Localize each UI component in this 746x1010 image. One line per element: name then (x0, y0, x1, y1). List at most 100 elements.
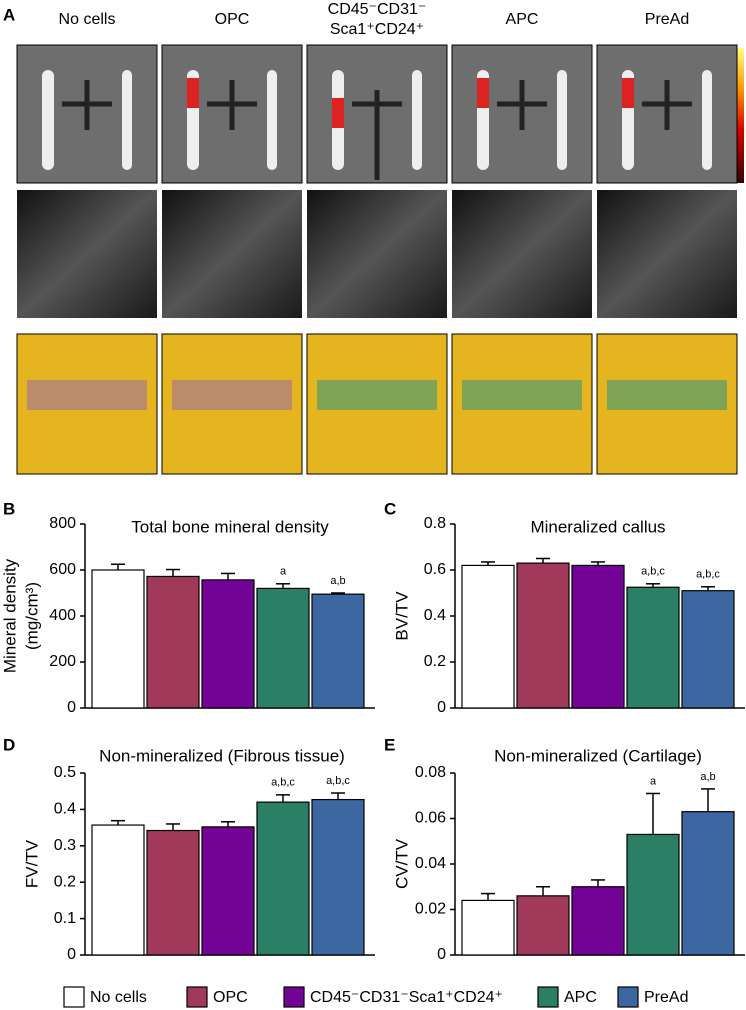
bone (42, 70, 54, 170)
xray-image (307, 190, 447, 318)
bar-label: a (280, 566, 287, 578)
bone (557, 70, 567, 170)
bone (267, 70, 277, 170)
bar (311, 593, 365, 709)
xray-image (17, 190, 157, 318)
bar-label: a,b,c (696, 569, 720, 581)
bone (122, 70, 132, 170)
bar (461, 564, 515, 709)
y-axis-label: CV/TV (392, 838, 411, 889)
legend-label: CD45⁻CD31⁻Sca1⁺CD24⁺ (310, 989, 503, 1006)
bar (201, 579, 255, 709)
y-tick-label: 0.3 (54, 837, 76, 854)
bar (681, 811, 735, 956)
signal (332, 98, 344, 128)
column-label: APC (506, 11, 539, 28)
legend-label: PreAd (644, 989, 688, 1006)
bar (146, 575, 200, 709)
legend-label: OPC (213, 989, 248, 1006)
legend-swatch (617, 986, 639, 1008)
chart-title: Total bone mineral density (131, 517, 329, 536)
panel-label: D (3, 735, 15, 754)
legend-swatch (63, 986, 85, 1008)
bar (256, 587, 310, 709)
bar (256, 801, 310, 956)
legend-swatch (537, 986, 559, 1008)
y-tick-label: 0.1 (54, 910, 76, 927)
bar (311, 798, 365, 956)
y-tick-label: 800 (49, 515, 76, 532)
histology-stain (27, 380, 147, 410)
chart-title: Mineralized callus (530, 517, 665, 536)
signal (622, 78, 634, 108)
bar (91, 824, 145, 956)
column-label: No cells (59, 11, 116, 28)
histology-stain (317, 380, 437, 410)
marker (62, 80, 112, 130)
y-tick-label: 0.4 (424, 607, 446, 624)
legend-swatch (283, 986, 305, 1008)
y-axis-label: Mineral density (0, 558, 19, 673)
signal (477, 78, 489, 108)
y-tick-label: 0.04 (415, 855, 446, 872)
bar (571, 886, 625, 956)
bar-label: a,b,c (271, 777, 295, 789)
column-label: CD45⁻CD31⁻ (328, 1, 427, 18)
histology-stain (607, 380, 727, 410)
bar-label: a,b (330, 575, 345, 587)
bar-label: a (650, 775, 657, 787)
y-tick-label: 0.02 (415, 901, 446, 918)
bar (146, 829, 200, 956)
bone (412, 70, 422, 170)
y-tick-label: 0.2 (54, 873, 76, 890)
bar-label: a,b (700, 771, 715, 783)
y-tick-label: 0.2 (424, 653, 446, 670)
column-label: OPC (215, 11, 250, 28)
bar (461, 899, 515, 956)
marker (497, 80, 547, 130)
panel-label: B (3, 499, 15, 518)
bar (626, 586, 680, 709)
legend-label: No cells (90, 989, 147, 1006)
marker (352, 90, 402, 180)
bar (626, 833, 680, 956)
panel-label: A (3, 5, 15, 24)
bar (516, 562, 570, 709)
chart-title: Non-mineralized (Cartilage) (494, 746, 702, 765)
y-tick-label: 0.6 (424, 561, 446, 578)
chart-title: Non-mineralized (Fibrous tissue) (99, 746, 345, 765)
y-tick-label: 0 (437, 699, 446, 716)
y-axis-label: BV/TV (392, 591, 411, 641)
panel-label: E (384, 735, 395, 754)
bar-label: a,b,c (641, 566, 665, 578)
bar (516, 895, 570, 956)
bar (201, 826, 255, 956)
histology-stain (172, 380, 292, 410)
bone (702, 70, 712, 170)
signal (187, 78, 199, 108)
y-tick-label: 0 (67, 699, 76, 716)
legend-label: APC (564, 989, 597, 1006)
marker (207, 80, 257, 130)
y-tick-label: 0.06 (415, 810, 446, 827)
bar (91, 569, 145, 709)
y-tick-label: 0.4 (54, 801, 76, 818)
panel-label: C (384, 499, 396, 518)
histology-stain (462, 380, 582, 410)
xray-image (597, 190, 737, 318)
y-tick-label: 0.08 (415, 764, 446, 781)
y-tick-label: 200 (49, 653, 76, 670)
y-axis-label: FV/TV (22, 839, 41, 888)
y-axis-label: (mg/cm³) (22, 582, 41, 650)
bar-label: a,b,c (326, 775, 350, 787)
legend-swatch (186, 986, 208, 1008)
y-tick-label: 0 (437, 946, 446, 963)
color-bar (737, 48, 744, 183)
column-label: PreAd (645, 11, 689, 28)
y-tick-label: 600 (49, 561, 76, 578)
y-tick-label: 400 (49, 607, 76, 624)
bar (571, 564, 625, 709)
column-label: Sca1⁺CD24⁺ (330, 21, 424, 38)
bar (681, 590, 735, 709)
